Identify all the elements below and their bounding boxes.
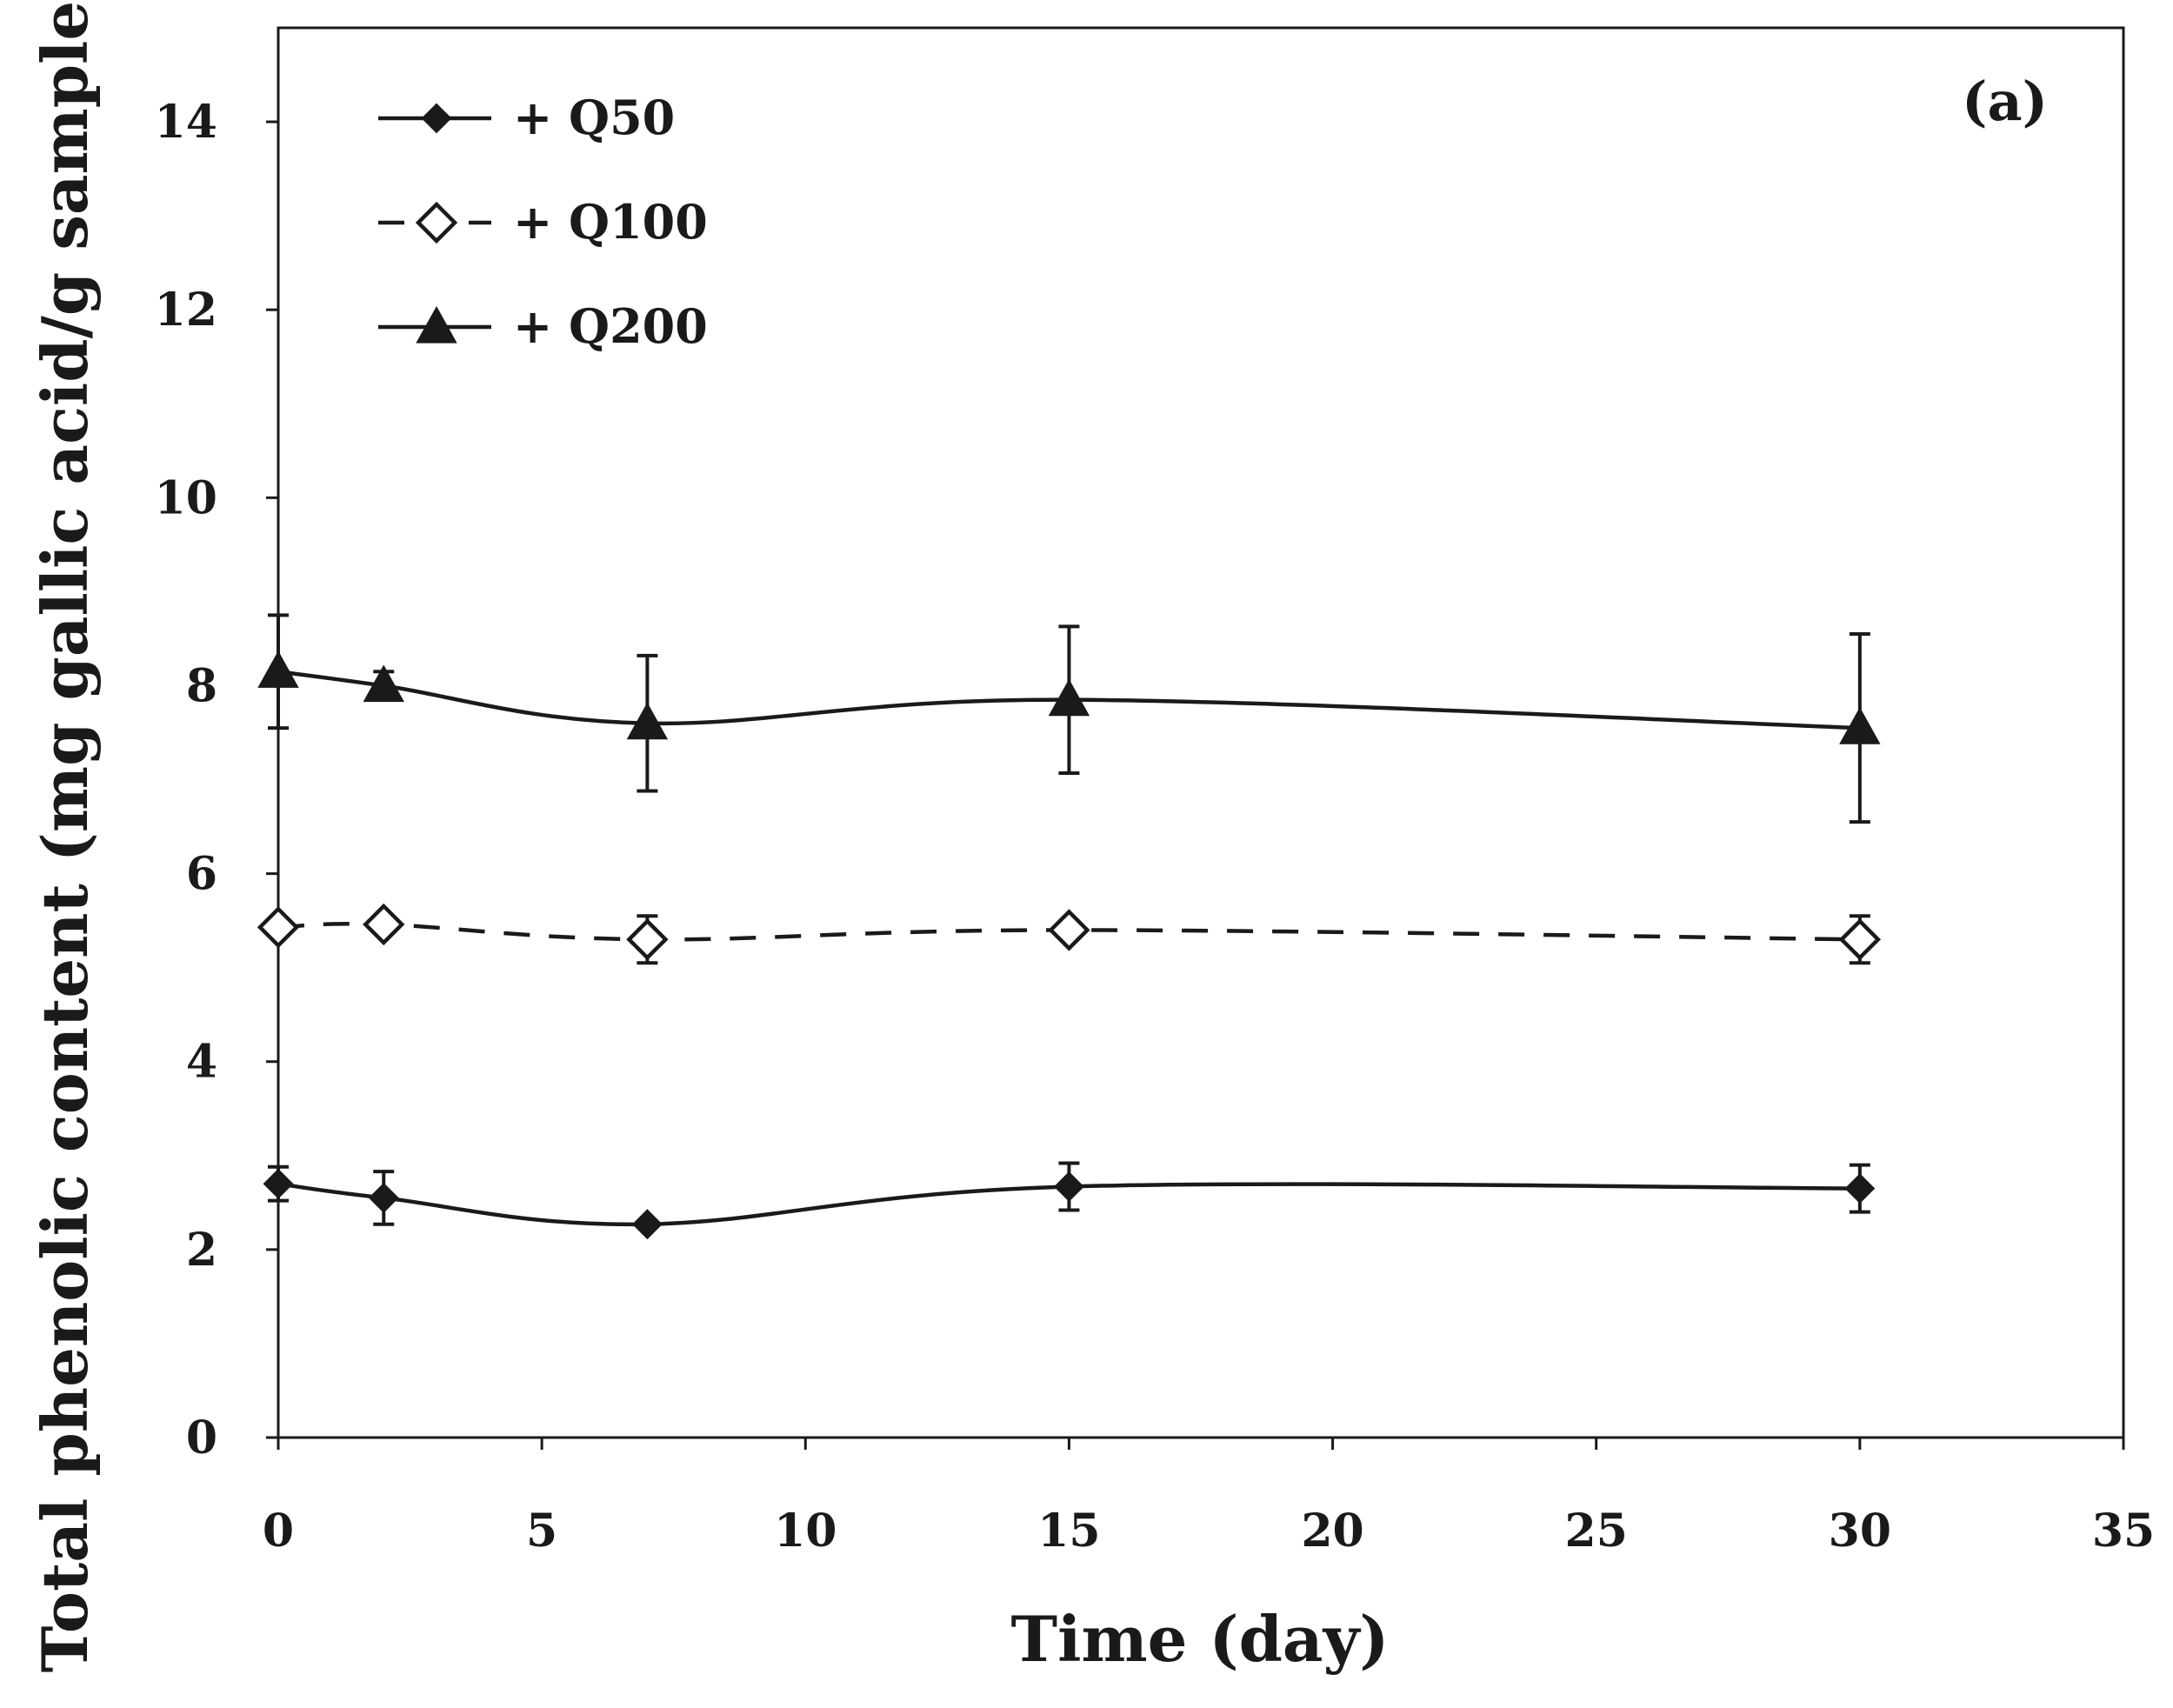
data-point xyxy=(1838,918,1882,961)
x-axis-title: Time (day) xyxy=(1011,1602,1390,1676)
series-2 xyxy=(257,903,1882,965)
x-tick-label: 35 xyxy=(2092,1505,2155,1558)
x-axis: 0 5 10 15 20 25 30 35 xyxy=(263,1438,2155,1558)
y-tick-label: 0 xyxy=(186,1411,217,1464)
legend: + Q50 + Q100 + Q200 xyxy=(378,90,708,354)
data-point xyxy=(363,903,405,946)
data-point xyxy=(263,1168,294,1199)
plot-border xyxy=(277,26,2125,1439)
legend-marker xyxy=(421,103,452,134)
series-3 xyxy=(257,613,1881,824)
series-1 xyxy=(263,1161,1876,1240)
legend-marker xyxy=(415,201,458,244)
legend-label: + Q50 xyxy=(513,90,675,145)
y-tick-label: 10 xyxy=(155,471,217,524)
data-point xyxy=(626,918,669,961)
data-point xyxy=(1839,707,1881,744)
legend-marker xyxy=(416,305,457,344)
x-tick-label: 20 xyxy=(1301,1505,1363,1558)
series-group xyxy=(257,613,1882,1240)
plot-frame xyxy=(277,26,2125,1439)
data-point xyxy=(626,702,669,740)
y-tick-label: 4 xyxy=(186,1036,217,1089)
legend-item: + Q100 xyxy=(378,194,708,250)
y-axis-title: Total phenolic content (mg gallic acid/g… xyxy=(28,0,102,1672)
x-tick-label: 0 xyxy=(263,1505,294,1558)
x-tick-label: 10 xyxy=(774,1505,837,1558)
data-point xyxy=(257,651,299,688)
x-tick-label: 30 xyxy=(1829,1505,1891,1558)
data-point xyxy=(631,1209,663,1240)
y-tick-label: 12 xyxy=(155,284,217,337)
data-point xyxy=(363,664,404,703)
legend-item: + Q200 xyxy=(378,298,708,354)
legend-label: + Q100 xyxy=(513,194,708,250)
y-tick-label: 8 xyxy=(186,659,217,712)
legend-label: + Q200 xyxy=(513,298,708,354)
y-axis: 0 2 4 6 8 10 12 14 xyxy=(155,96,278,1464)
x-tick-label: 25 xyxy=(1565,1505,1628,1558)
data-point xyxy=(1844,1173,1876,1204)
panel-label: (a) xyxy=(1962,70,2048,133)
data-point xyxy=(1054,1171,1084,1202)
legend-item: + Q50 xyxy=(378,90,675,145)
x-tick-label: 15 xyxy=(1037,1505,1100,1558)
y-tick-label: 14 xyxy=(155,96,217,149)
y-tick-label: 2 xyxy=(186,1224,217,1277)
data-point xyxy=(257,906,300,949)
data-point xyxy=(1048,909,1090,951)
x-tick-label: 5 xyxy=(526,1505,557,1558)
y-tick-label: 6 xyxy=(186,848,217,901)
data-point xyxy=(1048,678,1090,717)
data-point xyxy=(368,1183,399,1213)
